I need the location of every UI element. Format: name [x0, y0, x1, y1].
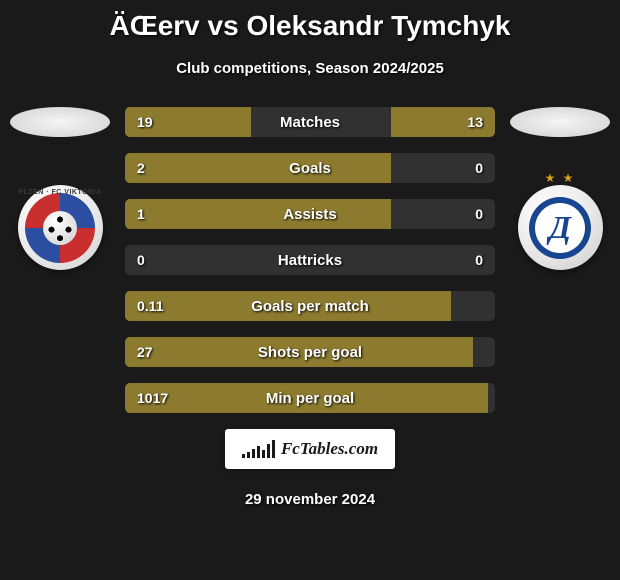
- bar-icon-segment: [247, 452, 250, 458]
- stat-row: 0.11Goals per match: [125, 291, 495, 321]
- bar-icon-segment: [272, 440, 275, 458]
- plzen-shield: [25, 193, 95, 263]
- bar-chart-icon: [242, 440, 275, 458]
- stat-label: Matches: [125, 107, 495, 137]
- page-title: ÄŒerv vs Oleksandr Tymchyk: [0, 0, 620, 42]
- stat-label: Goals: [125, 153, 495, 183]
- bar-icon-segment: [252, 449, 255, 458]
- brand-badge[interactable]: FcTables.com: [225, 429, 395, 469]
- stat-row: 20Goals: [125, 153, 495, 183]
- club-logo-left: PLZEN · FC VIKTORIA: [18, 185, 103, 270]
- bar-icon-segment: [267, 444, 270, 458]
- bar-icon-segment: [257, 446, 260, 458]
- dynamo-shield: Д: [529, 197, 591, 259]
- club-logo-right: ★ ★ Д: [518, 185, 603, 270]
- left-column: PLZEN · FC VIKTORIA: [0, 107, 120, 270]
- stat-row: 27Shots per goal: [125, 337, 495, 367]
- stars-icon: ★ ★: [518, 171, 603, 185]
- stat-row: 1913Matches: [125, 107, 495, 137]
- bar-icon-segment: [262, 450, 265, 458]
- stat-row: 00Hattricks: [125, 245, 495, 275]
- stat-label: Assists: [125, 199, 495, 229]
- player-silhouette-left: [10, 107, 110, 137]
- stats-list: 1913Matches 20Goals 10Assists 00Hattricks 0.…: [125, 107, 495, 413]
- comparison-panel: PLZEN · FC VIKTORIA ★ ★ Д 1913Matches 20G…: [0, 107, 620, 413]
- bar-icon-segment: [242, 454, 245, 458]
- right-column: ★ ★ Д: [500, 107, 620, 270]
- footer-date: 29 november 2024: [0, 491, 620, 508]
- player-silhouette-right: [510, 107, 610, 137]
- subtitle: Club competitions, Season 2024/2025: [0, 60, 620, 77]
- brand-text: FcTables.com: [281, 439, 378, 459]
- stat-row: 10Assists: [125, 199, 495, 229]
- stat-label: Hattricks: [125, 245, 495, 275]
- stat-label: Goals per match: [125, 291, 495, 321]
- stat-row: 1017Min per goal: [125, 383, 495, 413]
- stat-label: Min per goal: [125, 383, 495, 413]
- dynamo-letter: Д: [549, 209, 571, 246]
- football-icon: [43, 211, 77, 245]
- stat-label: Shots per goal: [125, 337, 495, 367]
- plzen-badge-text: PLZEN · FC VIKTORIA: [18, 189, 103, 196]
